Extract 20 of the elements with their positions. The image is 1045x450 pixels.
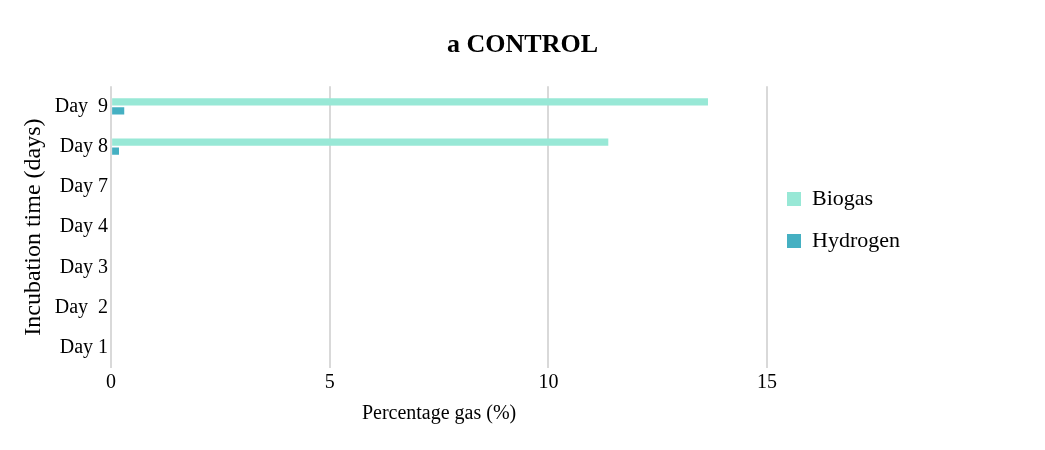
y-tick-label: Day 2 bbox=[54, 294, 109, 318]
y-tick-label: Day 3 bbox=[59, 254, 109, 278]
legend-label: Biogas bbox=[812, 184, 874, 210]
y-tick-label: Day 1 bbox=[59, 335, 109, 359]
x-axis-title: Percentage gas (%) bbox=[361, 401, 517, 425]
x-tick-label: 5 bbox=[324, 370, 335, 393]
y-tick-label: Day 8 bbox=[59, 133, 109, 157]
bar bbox=[112, 98, 708, 106]
x-tick-label: 0 bbox=[106, 370, 117, 393]
bar bbox=[112, 107, 125, 115]
y-tick-label: Day 9 bbox=[54, 93, 109, 117]
legend-label: Hydrogen bbox=[812, 226, 901, 252]
y-tick-label: Day 4 bbox=[59, 214, 109, 238]
bar bbox=[112, 138, 609, 146]
chart-title: a CONTROL bbox=[447, 29, 598, 59]
y-axis-title: Incubation time (days) bbox=[18, 118, 45, 336]
y-tick-label: Day 7 bbox=[59, 174, 109, 198]
x-tick-label: 10 bbox=[538, 370, 559, 393]
bar bbox=[112, 147, 119, 155]
x-tick-label: 15 bbox=[757, 370, 778, 393]
